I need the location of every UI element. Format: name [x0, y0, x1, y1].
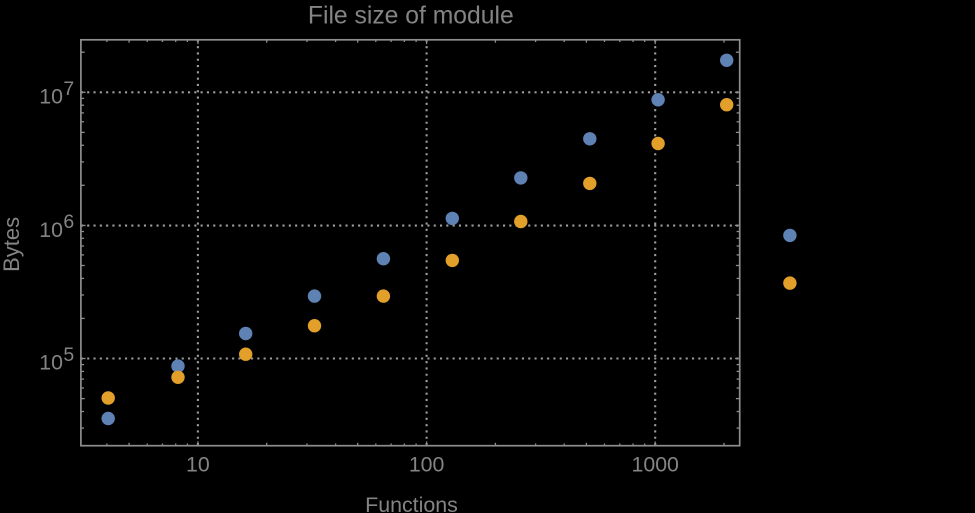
svg-text:1000: 1000: [632, 453, 680, 477]
svg-text:10: 10: [39, 85, 63, 109]
svg-text:File size of module: File size of module: [308, 3, 514, 30]
svg-text:7: 7: [63, 78, 74, 100]
svg-text:Bytes: Bytes: [0, 217, 24, 272]
svg-text:100: 100: [409, 453, 445, 477]
svg-text:5: 5: [63, 344, 74, 366]
svg-text:10: 10: [186, 453, 210, 477]
svg-text:10: 10: [39, 218, 63, 242]
svg-text:Functions: Functions: [365, 493, 458, 513]
svg-text:10: 10: [39, 351, 63, 375]
svg-text:6: 6: [63, 211, 74, 233]
